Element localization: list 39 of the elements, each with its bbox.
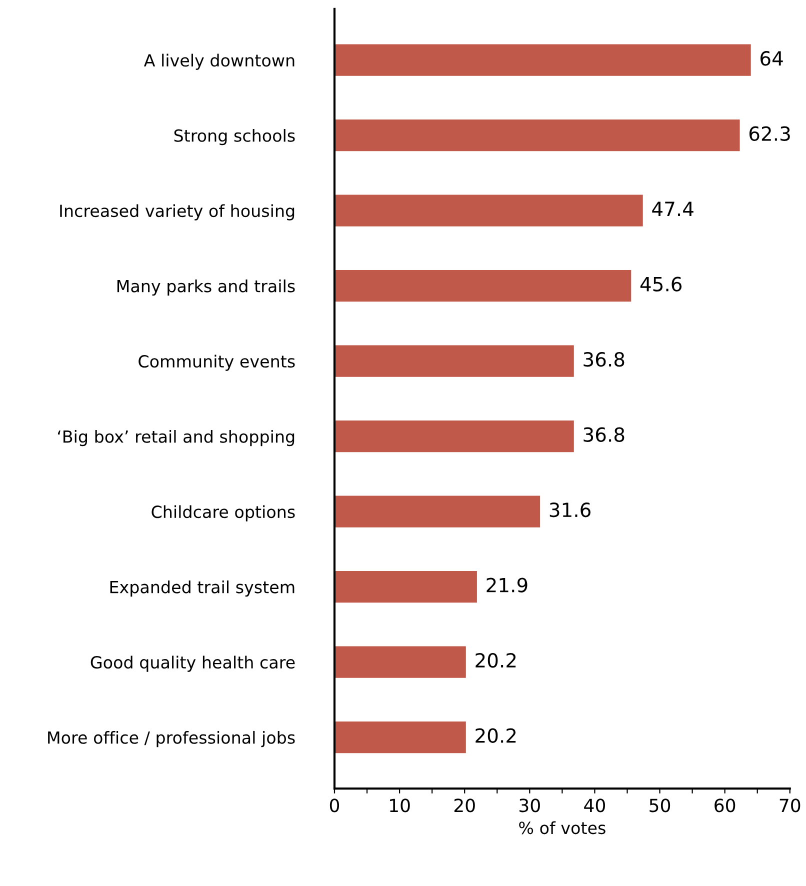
bar (334, 496, 540, 528)
x-tick-label: 70 (780, 798, 800, 812)
data-label: 20.2 (476, 728, 516, 743)
data-label: 64 (760, 51, 783, 66)
x-tick-label: 30 (520, 798, 540, 812)
x-axis-title: % of votes (519, 821, 606, 834)
bar (334, 270, 632, 302)
x-tick-label: 40 (584, 798, 605, 812)
y-tick-label: Many parks and trails (117, 280, 295, 296)
x-tick-label: 20 (454, 798, 475, 812)
y-tick-label: Childcare options (152, 505, 295, 522)
data-label: 36.8 (584, 427, 624, 442)
data-label: 62.3 (749, 126, 790, 141)
data-label: 47.4 (652, 202, 694, 216)
data-label: 20.2 (476, 652, 516, 668)
y-tick-label: Expanded trail system (110, 580, 294, 597)
x-tick-label: 0 (330, 798, 340, 812)
bar (334, 721, 466, 754)
bar (334, 120, 740, 152)
data-label: 36.8 (584, 352, 624, 367)
y-tick-label: More office / professional jobs (48, 730, 295, 748)
y-tick-label: ‘Big box’ retail and shopping (58, 430, 294, 446)
bar (334, 571, 477, 603)
bar (334, 646, 466, 678)
data-label: 31.6 (550, 502, 590, 518)
bar (334, 194, 643, 226)
bar (334, 44, 751, 76)
data-label: 45.6 (640, 276, 682, 292)
y-tick-label: Community events (138, 354, 295, 371)
bar (334, 420, 574, 452)
y-tick-label: A lively downtown (144, 54, 294, 70)
data-label: 21.9 (486, 578, 528, 592)
bar (334, 345, 574, 377)
x-tick-label: 60 (714, 798, 736, 812)
x-tick-label: 10 (390, 798, 410, 812)
y-tick-label: Strong schools (174, 129, 295, 146)
y-tick-label: Good quality health care (90, 656, 295, 672)
x-tick-label: 50 (650, 798, 670, 812)
y-tick-label: Increased variety of housing (60, 204, 294, 220)
